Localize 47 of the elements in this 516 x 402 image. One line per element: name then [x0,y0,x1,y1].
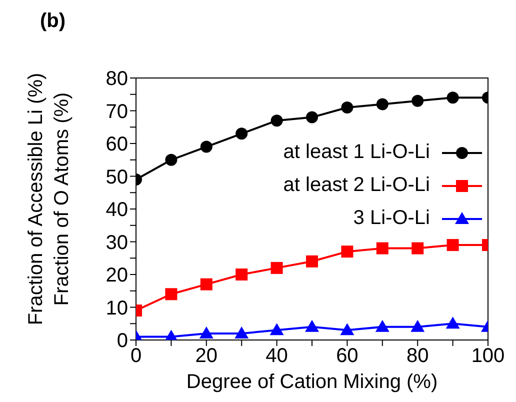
point [446,239,459,252]
point [270,262,283,274]
x-tick-label: 100 [471,345,505,368]
chart-title: (b) [40,10,66,33]
point [236,128,248,140]
x-tick-label: 0 [130,345,142,368]
point [306,111,318,124]
y-tick-label: 70 [106,100,128,123]
point [165,288,178,300]
point [200,278,212,290]
point [305,320,319,332]
x-axis-title: Degree of Cation Mixing (%) [186,371,438,393]
y-tick-label: 50 [106,166,128,188]
y-tick-label: 80 [106,68,128,90]
legend-label: at least 1 Li-O-Li [283,141,430,164]
point [236,268,248,280]
y-axis-title: Fraction of Accessible Li (%) Fraction of O Atoms (%) [25,72,73,326]
point [412,94,424,107]
y-tick-label: 60 [106,134,128,156]
x-tick-label: 80 [406,345,429,368]
legend-label: 3 Li-O-Li [353,207,430,230]
point [410,320,425,332]
y-tick-label: 10 [106,297,128,320]
point [341,101,354,114]
point [376,98,388,110]
y-tick-label: 40 [106,199,128,222]
point [270,323,284,336]
point [200,140,212,153]
y-tick-label: 30 [106,232,128,254]
point [376,242,388,254]
point [446,92,459,104]
x-tick-label: 60 [336,345,358,368]
y-tick-label: 0 [116,330,128,352]
point [306,255,318,268]
legend-label: at least 2 Li-O-Li [283,174,430,197]
point [446,316,460,329]
x-tick-label: 40 [266,345,288,368]
point [340,323,354,336]
point [375,320,390,332]
x-tick-label: 20 [195,345,218,368]
y-tick-label: 20 [106,264,128,287]
point [270,114,283,127]
point [341,246,354,258]
point [199,326,214,338]
point [412,242,424,254]
point [165,154,178,166]
point [234,326,249,338]
